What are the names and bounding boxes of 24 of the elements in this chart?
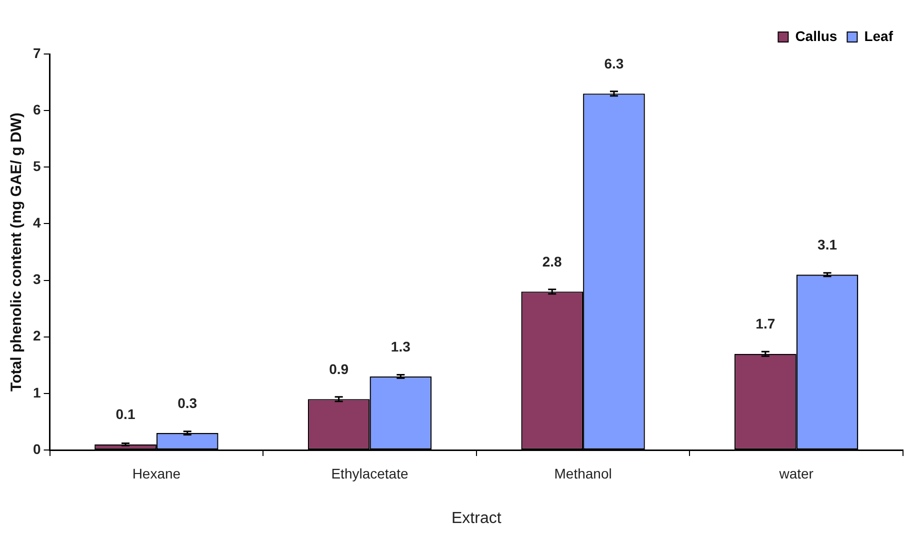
data-label: 1.3 xyxy=(390,338,411,354)
data-label: 0.3 xyxy=(178,394,198,411)
legend-label: Callus xyxy=(795,28,838,44)
y-tick-label: 3 xyxy=(32,271,41,288)
x-tick-label: Methanol xyxy=(554,465,612,482)
x-tick-label: water xyxy=(778,465,814,482)
data-label: 2.8 xyxy=(542,253,562,270)
data-label: 0.1 xyxy=(116,406,136,422)
y-tick-label: 7 xyxy=(32,44,41,61)
legend-label: Leaf xyxy=(864,28,894,44)
y-tick-label: 6 xyxy=(32,101,41,118)
x-tick-label: Ethylacetate xyxy=(331,465,408,482)
data-label: 1.7 xyxy=(756,316,776,332)
y-tick-label: 1 xyxy=(32,384,41,400)
x-axis-title: Extract xyxy=(451,510,502,527)
y-tick-label: 5 xyxy=(32,158,41,174)
x-tick-label: Hexane xyxy=(132,465,181,482)
y-tick-label: 2 xyxy=(32,328,41,344)
y-axis-title: Total phenolic content (mg GAE/ g DW) xyxy=(8,112,26,392)
y-tick-label: 4 xyxy=(32,214,41,231)
data-label: 6.3 xyxy=(604,55,624,72)
data-label: 3.1 xyxy=(818,236,838,252)
data-label: 0.9 xyxy=(329,360,349,377)
y-tick-label: 0 xyxy=(32,440,41,457)
